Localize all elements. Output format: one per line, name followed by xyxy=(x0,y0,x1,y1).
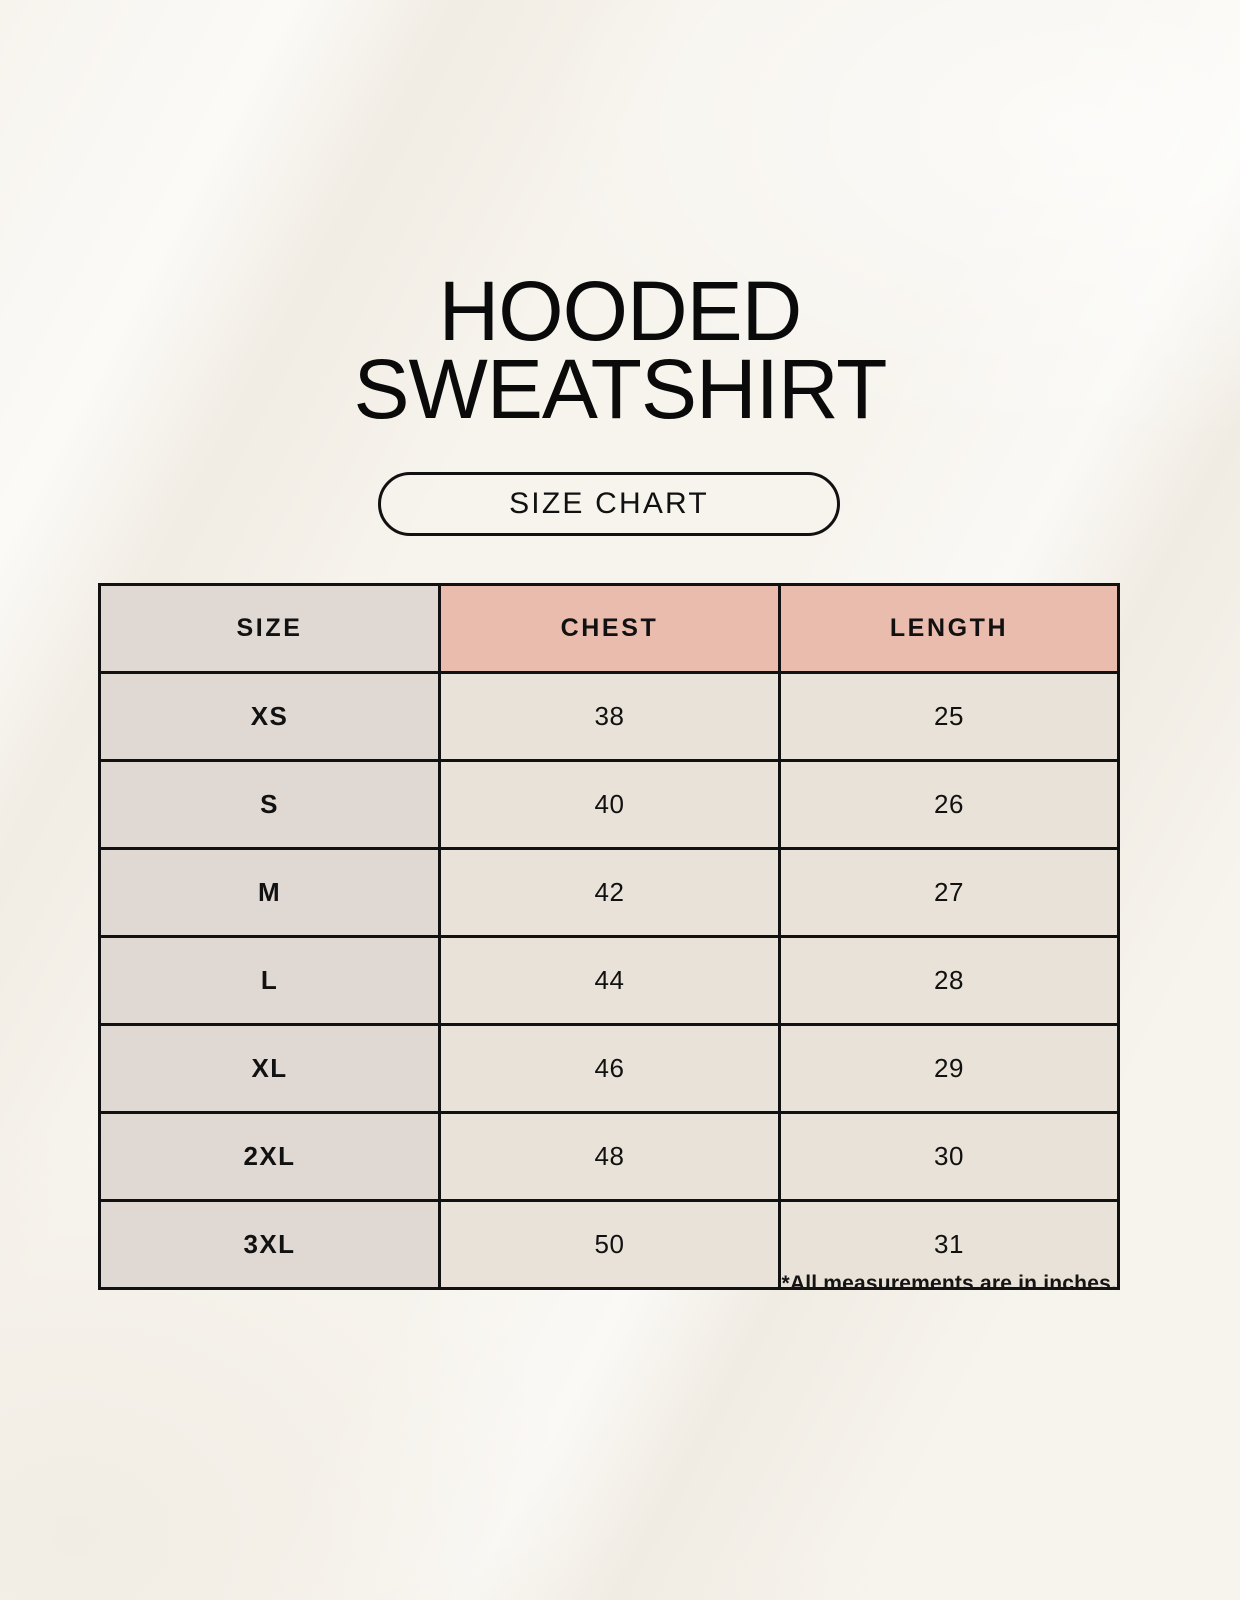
table-row: 3XL 50 31 xyxy=(98,1199,1120,1290)
table-row: M 42 27 xyxy=(98,847,1120,938)
cell-length: 30 xyxy=(778,1111,1120,1202)
cell-length: 28 xyxy=(778,935,1120,1026)
size-chart-table: SIZE CHEST LENGTH XS 38 25 S 40 26 M xyxy=(98,583,1120,1290)
cell-chest: 44 xyxy=(438,935,781,1026)
column-header-chest: CHEST xyxy=(438,583,781,674)
cell-chest: 40 xyxy=(438,759,781,850)
measurement-units-footnote: *All measurements are in inches. xyxy=(781,1272,1117,1295)
cell-size: 2XL xyxy=(98,1111,441,1202)
table-row: L 44 28 xyxy=(98,935,1120,1026)
cell-size: XS xyxy=(98,671,441,762)
column-header-length: LENGTH xyxy=(778,583,1120,674)
cell-chest: 50 xyxy=(438,1199,781,1290)
cell-length: 29 xyxy=(778,1023,1120,1114)
column-header-size: SIZE xyxy=(98,583,441,674)
table-row: XL 46 29 xyxy=(98,1023,1120,1114)
cell-length: 27 xyxy=(778,847,1120,938)
cell-chest: 42 xyxy=(438,847,781,938)
cell-chest: 48 xyxy=(438,1111,781,1202)
cell-length: 25 xyxy=(778,671,1120,762)
table-header-row: SIZE CHEST LENGTH xyxy=(98,583,1120,674)
size-chart-badge-label: SIZE CHART xyxy=(509,487,709,520)
cell-size: S xyxy=(98,759,441,850)
cell-length: 26 xyxy=(778,759,1120,850)
cell-size: XL xyxy=(98,1023,441,1114)
cell-size: 3XL xyxy=(98,1199,441,1290)
table-row: 2XL 48 30 xyxy=(98,1111,1120,1202)
cell-chest: 38 xyxy=(438,671,781,762)
size-chart-badge: SIZE CHART xyxy=(378,472,840,536)
page-title: HOODED SWEATSHIRT xyxy=(353,264,888,437)
table-row: XS 38 25 xyxy=(98,671,1120,762)
size-chart-table-container: SIZE CHEST LENGTH XS 38 25 S 40 26 M xyxy=(98,583,1120,1290)
cell-length: 31 xyxy=(778,1199,1120,1290)
table-row: S 40 26 xyxy=(98,759,1120,850)
cell-size: L xyxy=(98,935,441,1026)
cell-size: M xyxy=(98,847,441,938)
cell-chest: 46 xyxy=(438,1023,781,1114)
